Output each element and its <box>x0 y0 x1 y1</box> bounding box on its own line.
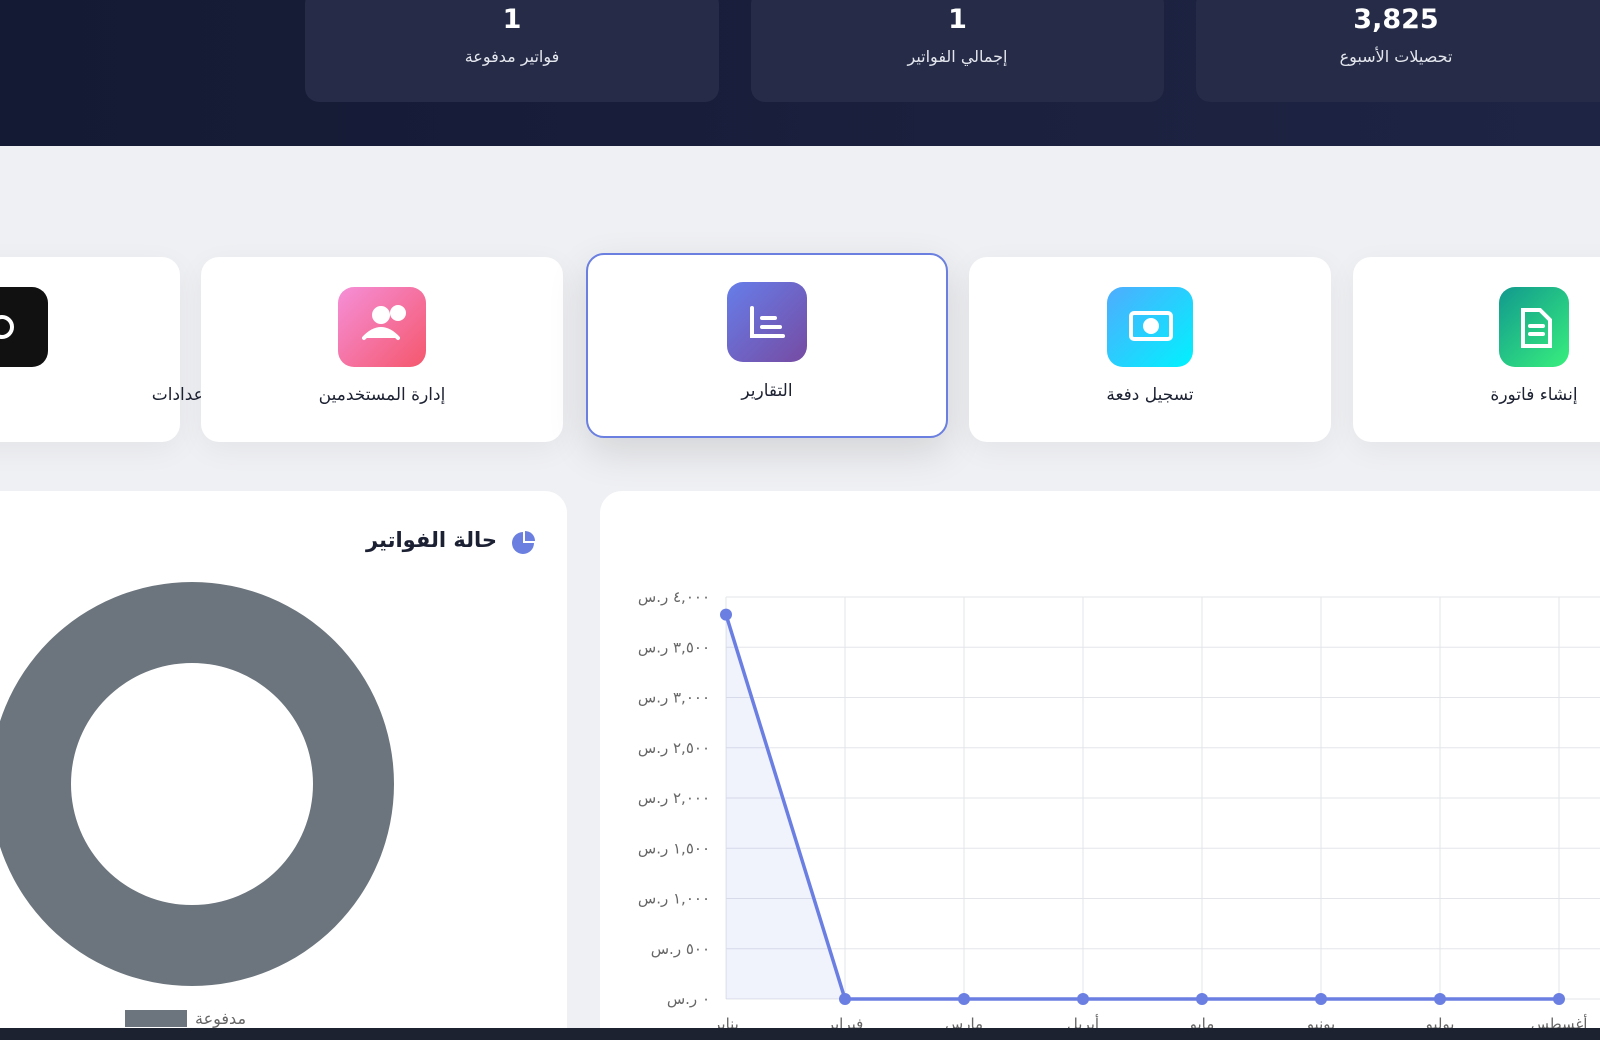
y-tick-label: ٤,٠٠٠ ر.س <box>638 588 710 606</box>
point <box>1315 993 1327 1005</box>
action-card[interactable]: التقارير <box>586 253 948 438</box>
header: 1 فواتير مدفوعة 1 إجمالي الفواتير 3,825 … <box>0 0 1600 146</box>
chart-title: حالة الفواتير <box>365 528 497 552</box>
users-icon <box>338 287 426 367</box>
point <box>1196 993 1208 1005</box>
pie-icon <box>512 529 537 554</box>
y-tick-label: ٣,٥٠٠ ر.س <box>638 638 710 656</box>
y-tick-label: ١,٠٠٠ ر.س <box>638 890 710 908</box>
stat-value: 1 <box>502 4 522 35</box>
stat-card: 1 إجمالي الفواتير <box>751 0 1164 102</box>
y-tick-label: ٠ ر.س <box>667 990 710 1008</box>
y-tick-label: ٢,٠٠٠ ر.س <box>638 789 710 807</box>
point <box>958 993 970 1005</box>
action-label: إدارة المستخدمين <box>318 385 446 405</box>
action-label: إنشاء فاتورة <box>1490 385 1578 405</box>
point <box>1077 993 1089 1005</box>
stat-value: 3,825 <box>1353 4 1439 35</box>
taskbar <box>0 1028 1600 1040</box>
action-card[interactable]: إدارة المستخدمين <box>201 257 563 442</box>
point <box>1553 993 1565 1005</box>
legend-label: مدفوعة <box>195 1009 246 1029</box>
action-card[interactable]: إنشاء فاتورة <box>1353 257 1600 442</box>
stat-label: فواتير مدفوعة <box>464 47 560 66</box>
reports-icon <box>727 282 807 362</box>
stat-label: تحصيلات الأسبوع <box>1339 47 1453 66</box>
icon-glyphs <box>0 305 1552 348</box>
stat-label: إجمالي الفواتير <box>907 47 1008 66</box>
point <box>1434 993 1446 1005</box>
donut-slice <box>0 582 394 986</box>
action-label: تسجيل دفعة <box>1106 385 1194 405</box>
line <box>724 614 1559 1001</box>
stat-card: 1 فواتير مدفوعة <box>305 0 719 102</box>
area <box>726 614 1559 999</box>
y-tick-label: ١,٥٠٠ ر.س <box>638 839 710 857</box>
y-tick-label: ٣,٠٠٠ ر.س <box>638 689 710 707</box>
y-tick-label: ٢,٥٠٠ ر.س <box>638 739 710 757</box>
action-label: التقارير <box>741 381 793 401</box>
y-tick-label: ٥٠٠ ر.س <box>651 940 710 958</box>
legend-swatch <box>125 1010 187 1027</box>
action-card[interactable]: الإعدادات <box>0 257 218 442</box>
settings-icon <box>0 287 48 367</box>
stat-value: 1 <box>948 4 967 35</box>
point <box>839 993 851 1005</box>
stat-card: 3,825 تحصيلات الأسبوع <box>1196 0 1600 102</box>
point <box>720 608 732 621</box>
